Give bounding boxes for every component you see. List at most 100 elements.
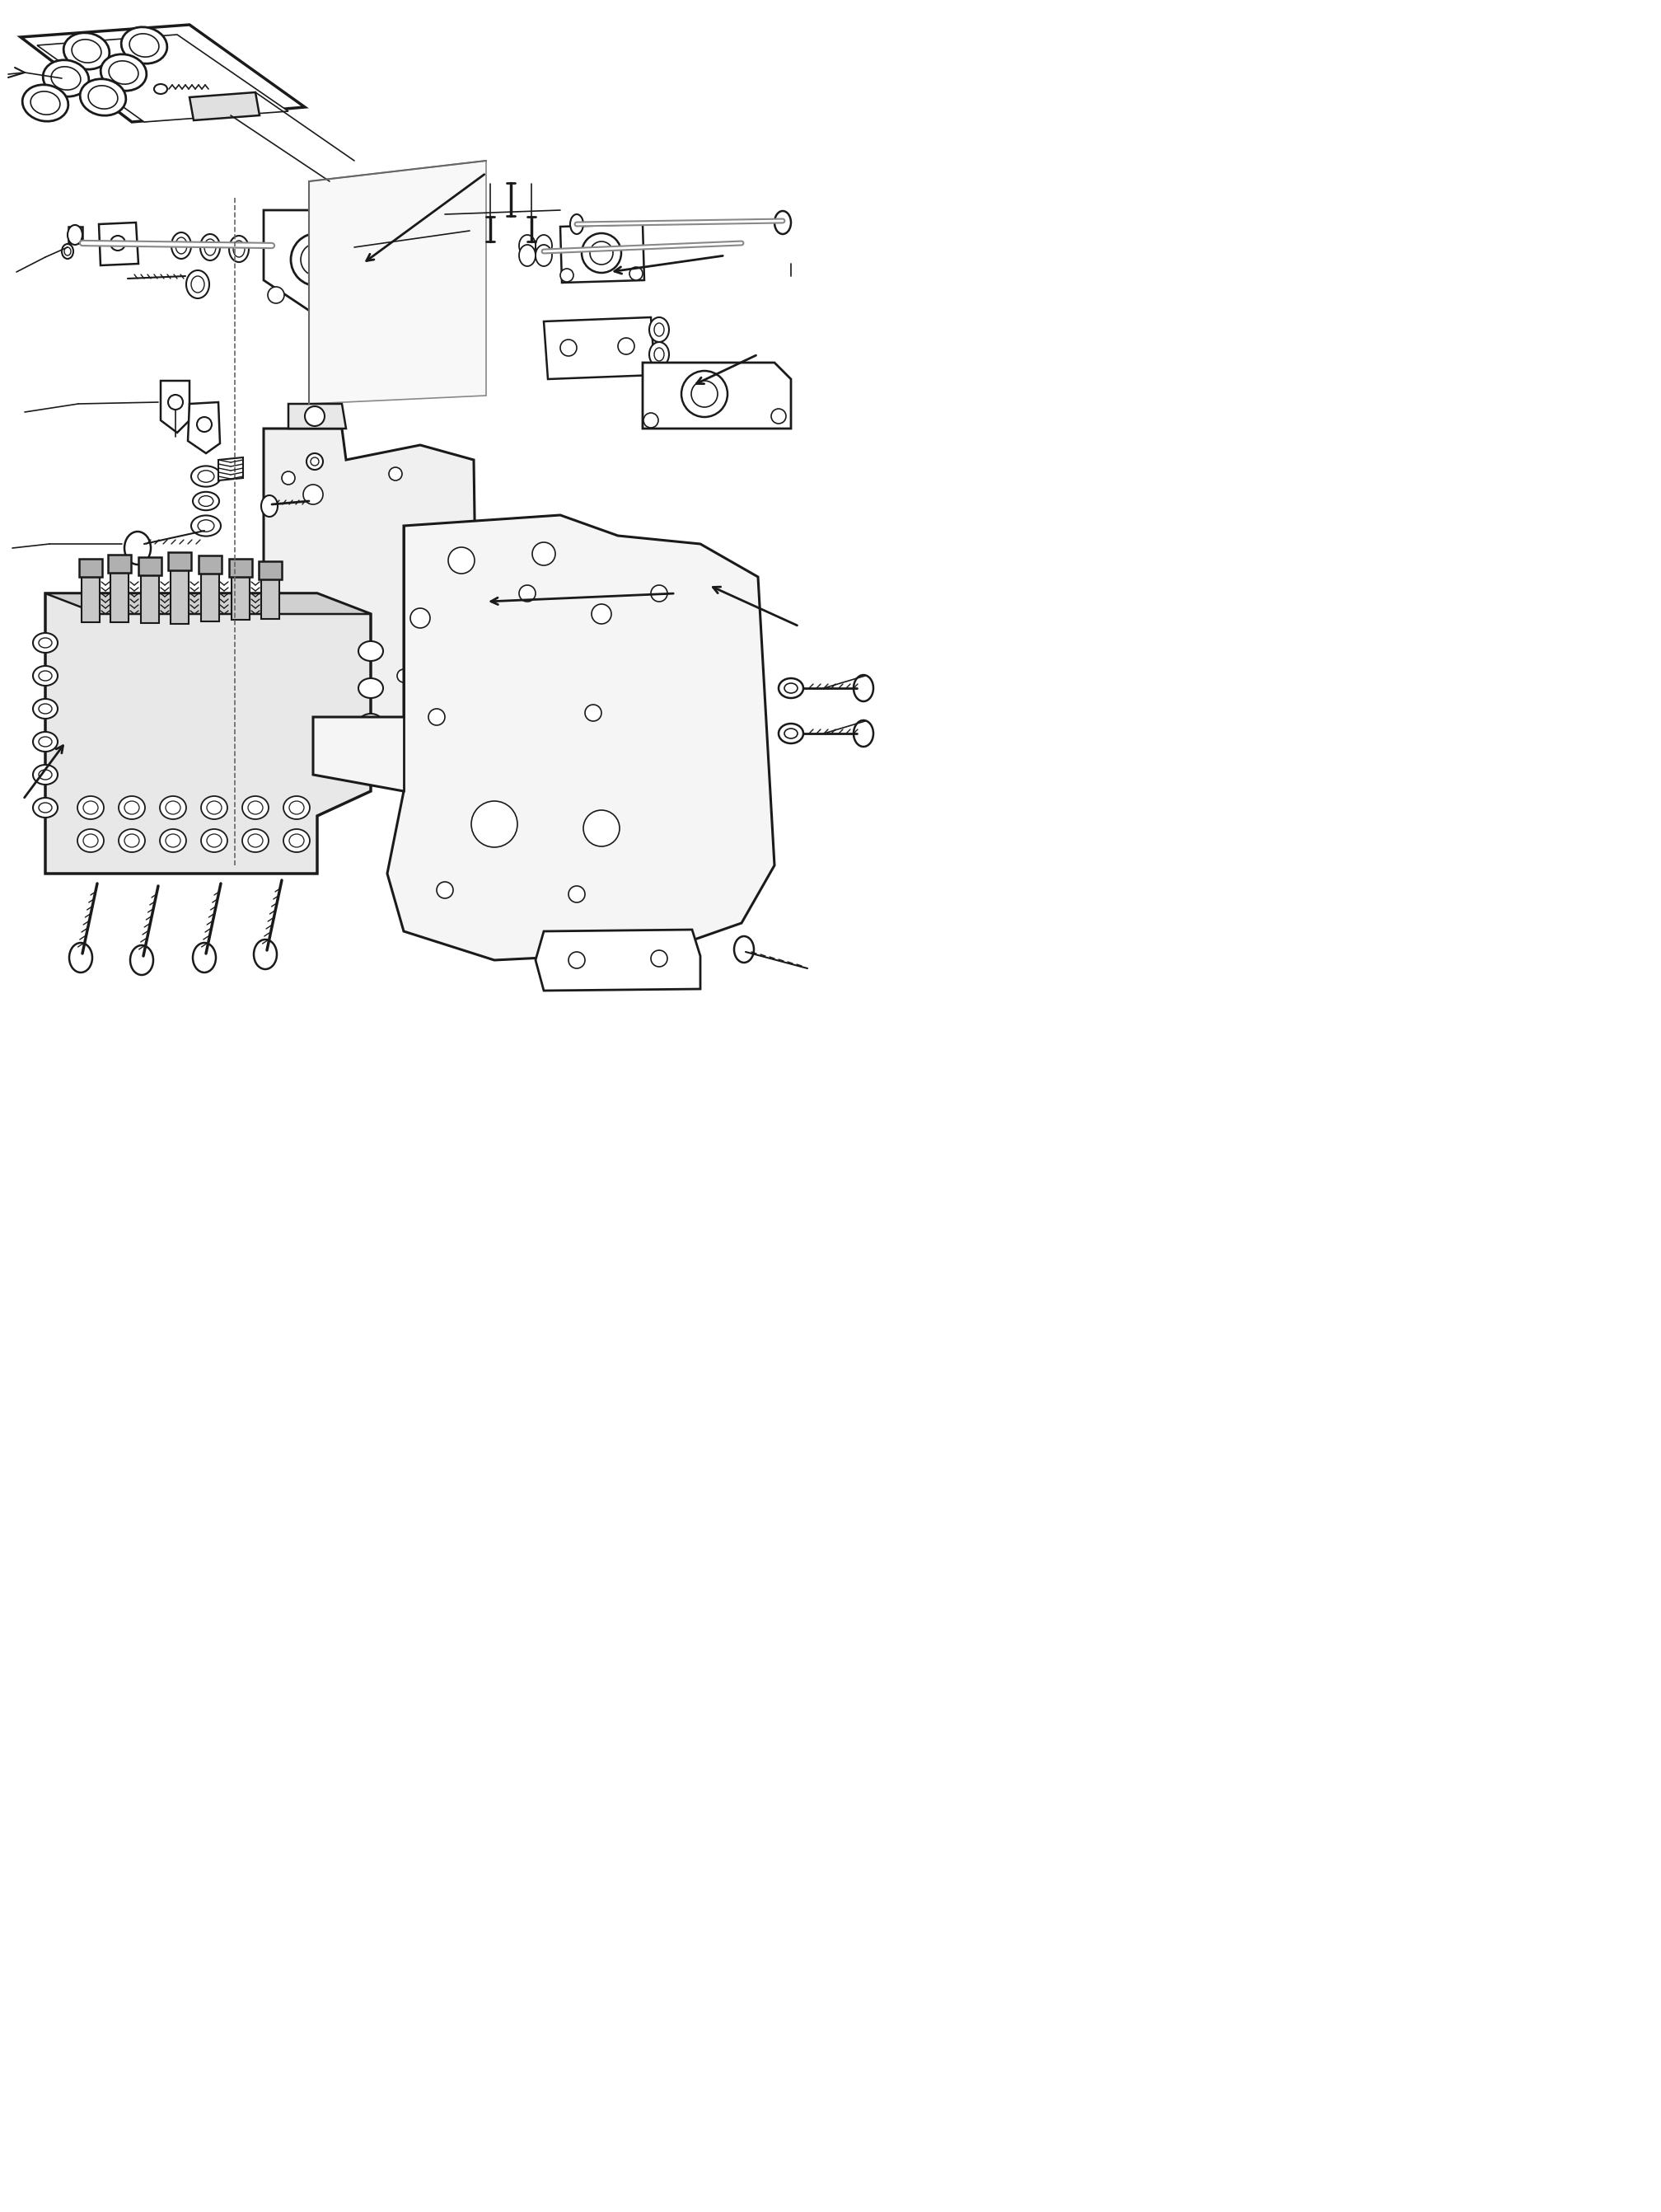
Ellipse shape bbox=[101, 55, 146, 91]
Bar bbox=[80, 560, 103, 577]
Circle shape bbox=[681, 372, 728, 418]
Circle shape bbox=[581, 232, 621, 272]
Circle shape bbox=[630, 268, 643, 281]
Ellipse shape bbox=[201, 234, 219, 261]
Circle shape bbox=[437, 883, 453, 898]
Ellipse shape bbox=[125, 801, 140, 814]
Circle shape bbox=[691, 380, 718, 407]
Ellipse shape bbox=[359, 748, 384, 768]
Ellipse shape bbox=[191, 276, 204, 292]
Ellipse shape bbox=[774, 210, 791, 234]
Ellipse shape bbox=[193, 491, 219, 511]
Ellipse shape bbox=[649, 316, 669, 343]
Ellipse shape bbox=[784, 728, 797, 739]
Ellipse shape bbox=[33, 765, 58, 785]
Ellipse shape bbox=[784, 684, 797, 692]
Ellipse shape bbox=[125, 531, 151, 564]
Ellipse shape bbox=[208, 801, 221, 814]
Ellipse shape bbox=[204, 239, 216, 254]
Bar bbox=[168, 553, 191, 571]
Bar bbox=[138, 557, 161, 575]
Circle shape bbox=[307, 453, 322, 469]
Circle shape bbox=[412, 750, 429, 765]
Ellipse shape bbox=[83, 801, 98, 814]
Ellipse shape bbox=[33, 699, 58, 719]
Ellipse shape bbox=[201, 796, 228, 818]
Bar bbox=[201, 573, 219, 622]
Circle shape bbox=[568, 951, 585, 969]
Ellipse shape bbox=[166, 801, 181, 814]
Ellipse shape bbox=[191, 467, 221, 487]
Ellipse shape bbox=[159, 796, 186, 818]
Ellipse shape bbox=[61, 243, 73, 259]
Ellipse shape bbox=[284, 830, 311, 852]
Circle shape bbox=[274, 670, 287, 681]
Circle shape bbox=[429, 708, 445, 726]
Ellipse shape bbox=[261, 495, 277, 518]
Circle shape bbox=[110, 237, 125, 250]
Ellipse shape bbox=[199, 495, 213, 507]
Ellipse shape bbox=[78, 796, 103, 818]
Circle shape bbox=[389, 467, 402, 480]
Ellipse shape bbox=[535, 234, 551, 257]
Polygon shape bbox=[218, 458, 243, 480]
Ellipse shape bbox=[289, 801, 304, 814]
Ellipse shape bbox=[247, 801, 262, 814]
Polygon shape bbox=[312, 515, 774, 960]
Ellipse shape bbox=[359, 714, 384, 734]
Ellipse shape bbox=[654, 323, 664, 336]
Circle shape bbox=[472, 801, 518, 847]
Circle shape bbox=[643, 414, 658, 427]
Ellipse shape bbox=[198, 520, 214, 531]
Ellipse shape bbox=[359, 679, 384, 699]
Circle shape bbox=[234, 750, 251, 765]
Circle shape bbox=[168, 394, 183, 409]
Bar bbox=[199, 555, 221, 573]
Circle shape bbox=[301, 243, 334, 276]
Circle shape bbox=[591, 604, 611, 624]
Ellipse shape bbox=[125, 834, 140, 847]
Ellipse shape bbox=[193, 942, 216, 973]
Polygon shape bbox=[643, 363, 791, 429]
Polygon shape bbox=[535, 929, 701, 991]
Polygon shape bbox=[68, 226, 83, 243]
Circle shape bbox=[397, 670, 410, 681]
Ellipse shape bbox=[854, 721, 874, 748]
Ellipse shape bbox=[201, 830, 228, 852]
Circle shape bbox=[267, 288, 284, 303]
Ellipse shape bbox=[51, 66, 81, 91]
Ellipse shape bbox=[38, 703, 51, 714]
Ellipse shape bbox=[176, 237, 188, 254]
Circle shape bbox=[410, 608, 430, 628]
Ellipse shape bbox=[38, 637, 51, 648]
Bar bbox=[231, 577, 249, 619]
Bar bbox=[171, 571, 189, 624]
Circle shape bbox=[560, 268, 573, 281]
Ellipse shape bbox=[110, 62, 138, 84]
Circle shape bbox=[448, 546, 475, 573]
Circle shape bbox=[532, 542, 555, 566]
Ellipse shape bbox=[198, 471, 214, 482]
Polygon shape bbox=[20, 24, 306, 122]
Circle shape bbox=[560, 341, 576, 356]
Polygon shape bbox=[100, 223, 138, 265]
Bar bbox=[259, 562, 282, 580]
Circle shape bbox=[568, 887, 585, 902]
Ellipse shape bbox=[208, 834, 221, 847]
Ellipse shape bbox=[43, 60, 88, 97]
Ellipse shape bbox=[118, 830, 145, 852]
Ellipse shape bbox=[33, 732, 58, 752]
Polygon shape bbox=[560, 223, 644, 283]
Circle shape bbox=[771, 409, 786, 425]
Ellipse shape bbox=[30, 91, 60, 115]
Bar bbox=[229, 560, 252, 577]
Ellipse shape bbox=[154, 84, 168, 93]
Ellipse shape bbox=[118, 796, 145, 818]
Ellipse shape bbox=[186, 270, 209, 299]
Ellipse shape bbox=[247, 834, 262, 847]
Ellipse shape bbox=[70, 942, 93, 973]
Polygon shape bbox=[37, 35, 289, 122]
Bar bbox=[261, 580, 279, 619]
Polygon shape bbox=[45, 593, 370, 874]
Ellipse shape bbox=[63, 33, 110, 69]
